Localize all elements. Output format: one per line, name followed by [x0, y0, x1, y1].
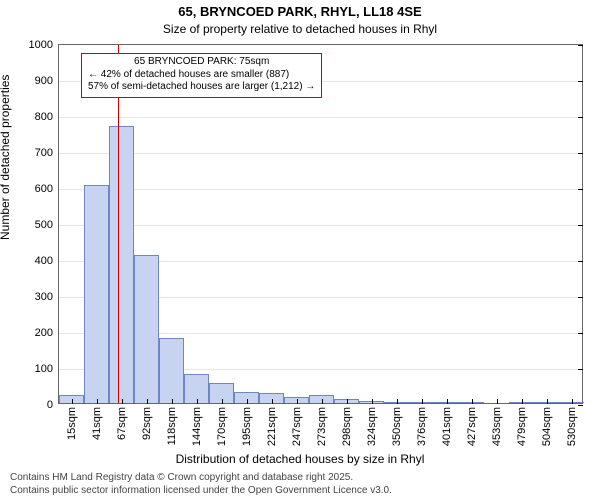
xtick-label: 324sqm — [366, 403, 378, 446]
xtick-label: 350sqm — [391, 403, 403, 446]
ytick-label: 500 — [35, 219, 59, 231]
xtick-label: 15sqm — [66, 403, 78, 440]
ytick-mark — [578, 189, 583, 190]
ytick-label: 200 — [35, 327, 59, 339]
plot-area: 0100200300400500600700800900100015sqm41s… — [58, 44, 583, 404]
ytick-mark — [578, 261, 583, 262]
ytick-label: 900 — [35, 75, 59, 87]
histogram-bar — [109, 126, 134, 403]
xtick-label: 92sqm — [141, 403, 153, 440]
chart-subtitle: Size of property relative to detached ho… — [0, 22, 600, 36]
ytick-label: 800 — [35, 111, 59, 123]
histogram-bar — [84, 185, 109, 403]
xtick-label: 504sqm — [541, 403, 553, 446]
xtick-label: 530sqm — [566, 403, 578, 446]
ytick-label: 0 — [47, 399, 59, 411]
credit-line-1: Contains HM Land Registry data © Crown c… — [10, 472, 353, 483]
ytick-mark — [578, 405, 583, 406]
ytick-label: 600 — [35, 183, 59, 195]
gridline — [59, 225, 582, 226]
xtick-label: 479sqm — [516, 403, 528, 446]
annotation-line: 65 BRYNCOED PARK: 75sqm — [88, 56, 315, 69]
xtick-label: 376sqm — [416, 403, 428, 446]
xtick-label: 247sqm — [291, 403, 303, 446]
xtick-label: 195sqm — [241, 403, 253, 446]
xtick-label: 298sqm — [341, 403, 353, 446]
ytick-mark — [578, 333, 583, 334]
xtick-label: 453sqm — [491, 403, 503, 446]
xtick-label: 118sqm — [166, 403, 178, 445]
credit-line-2: Contains public sector information licen… — [10, 485, 392, 496]
annotation-line: ← 42% of detached houses are smaller (88… — [88, 69, 315, 82]
histogram-bar — [159, 338, 184, 403]
annotation-line: 57% of semi-detached houses are larger (… — [88, 81, 315, 94]
ytick-mark — [578, 225, 583, 226]
xtick-label: 67sqm — [116, 403, 128, 440]
xtick-label: 144sqm — [191, 403, 203, 446]
ytick-label: 700 — [35, 147, 59, 159]
xtick-label: 221sqm — [266, 403, 278, 446]
ytick-mark — [578, 81, 583, 82]
gridline — [59, 117, 582, 118]
histogram-bar — [134, 255, 159, 403]
chart-stage: 65, BRYNCOED PARK, RHYL, LL18 4SE Size o… — [0, 0, 600, 500]
ytick-label: 400 — [35, 255, 59, 267]
gridline — [59, 189, 582, 190]
ytick-mark — [578, 369, 583, 370]
ytick-mark — [578, 297, 583, 298]
xtick-label: 41sqm — [91, 403, 103, 440]
annotation-box: 65 BRYNCOED PARK: 75sqm← 42% of detached… — [81, 53, 322, 98]
xtick-label: 273sqm — [316, 403, 328, 446]
ytick-mark — [578, 117, 583, 118]
ytick-label: 1000 — [29, 39, 59, 51]
xtick-label: 170sqm — [216, 403, 228, 446]
ytick-mark — [578, 45, 583, 46]
ytick-mark — [578, 153, 583, 154]
xtick-label: 427sqm — [466, 403, 478, 446]
ytick-label: 100 — [35, 363, 59, 375]
ytick-label: 300 — [35, 291, 59, 303]
x-axis-label: Distribution of detached houses by size … — [0, 452, 600, 466]
chart-title: 65, BRYNCOED PARK, RHYL, LL18 4SE — [0, 4, 600, 19]
marker-line — [118, 45, 119, 403]
gridline — [59, 153, 582, 154]
xtick-label: 401sqm — [441, 403, 453, 446]
y-axis-label: Number of detached properties — [0, 75, 12, 240]
